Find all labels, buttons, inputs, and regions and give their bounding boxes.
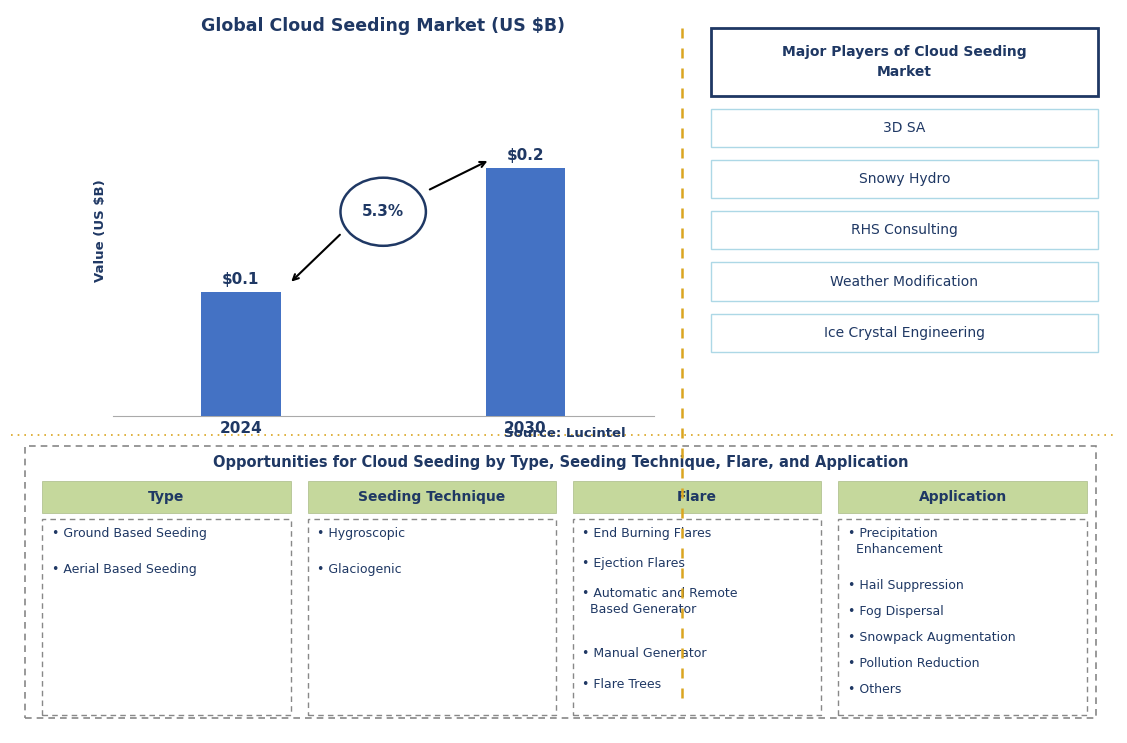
FancyBboxPatch shape (573, 519, 822, 715)
Text: $0.2: $0.2 (507, 149, 544, 163)
FancyBboxPatch shape (711, 160, 1098, 198)
Text: Snowy Hydro: Snowy Hydro (859, 172, 950, 186)
Text: • Ground Based Seeding: • Ground Based Seeding (52, 527, 206, 540)
FancyBboxPatch shape (573, 481, 822, 513)
Text: $0.1: $0.1 (222, 272, 259, 288)
Title: Global Cloud Seeding Market (US $B): Global Cloud Seeding Market (US $B) (202, 16, 565, 35)
Text: • Fog Dispersal: • Fog Dispersal (848, 605, 943, 617)
FancyBboxPatch shape (42, 481, 291, 513)
Text: • Manual Generator: • Manual Generator (583, 647, 707, 661)
Text: • Aerial Based Seeding: • Aerial Based Seeding (52, 563, 196, 577)
Text: RHS Consulting: RHS Consulting (851, 224, 958, 237)
FancyBboxPatch shape (308, 481, 557, 513)
Text: • Pollution Reduction: • Pollution Reduction (848, 657, 979, 669)
Text: • Glaciogenic: • Glaciogenic (318, 563, 402, 577)
Text: 5.3%: 5.3% (362, 204, 405, 219)
Text: Seeding Technique: Seeding Technique (358, 490, 506, 504)
Text: Type: Type (148, 490, 185, 504)
Text: • End Burning Flares: • End Burning Flares (583, 527, 711, 540)
Bar (486, 169, 566, 416)
FancyBboxPatch shape (308, 519, 557, 715)
FancyBboxPatch shape (25, 447, 1095, 718)
FancyBboxPatch shape (838, 519, 1086, 715)
Text: Ice Crystal Engineering: Ice Crystal Engineering (824, 326, 985, 340)
FancyBboxPatch shape (711, 108, 1098, 147)
Text: • Precipitation
  Enhancement: • Precipitation Enhancement (848, 527, 942, 556)
Text: Application: Application (919, 490, 1006, 504)
Y-axis label: Value (US $B): Value (US $B) (95, 179, 107, 282)
Text: Flare: Flare (677, 490, 717, 504)
Text: Weather Modification: Weather Modification (831, 275, 978, 288)
Text: • Flare Trees: • Flare Trees (583, 678, 662, 690)
FancyBboxPatch shape (711, 28, 1098, 96)
Text: • Hail Suppression: • Hail Suppression (848, 579, 964, 592)
Text: Source: Lucintel: Source: Lucintel (504, 427, 625, 440)
Text: • Snowpack Augmentation: • Snowpack Augmentation (848, 631, 1015, 643)
FancyBboxPatch shape (42, 519, 291, 715)
Text: • Ejection Flares: • Ejection Flares (583, 557, 685, 570)
Text: • Automatic and Remote
  Based Generator: • Automatic and Remote Based Generator (583, 587, 738, 616)
Text: 3D SA: 3D SA (884, 120, 925, 134)
FancyBboxPatch shape (711, 314, 1098, 352)
FancyBboxPatch shape (711, 211, 1098, 250)
Text: Major Players of Cloud Seeding
Market: Major Players of Cloud Seeding Market (782, 45, 1027, 79)
Text: Opportunities for Cloud Seeding by Type, Seeding Technique, Flare, and Applicati: Opportunities for Cloud Seeding by Type,… (213, 455, 908, 470)
FancyBboxPatch shape (711, 262, 1098, 301)
FancyBboxPatch shape (838, 481, 1086, 513)
Text: • Others: • Others (848, 683, 902, 695)
Text: • Hygroscopic: • Hygroscopic (318, 527, 406, 540)
Bar (201, 292, 281, 416)
